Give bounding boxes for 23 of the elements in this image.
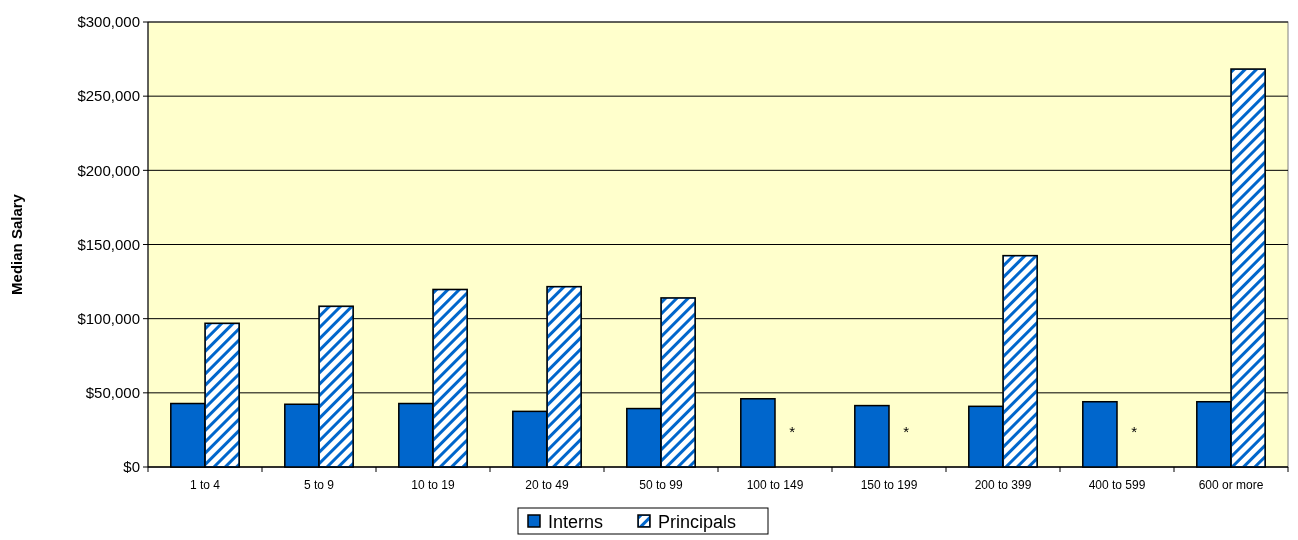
x-tick-label: 200 to 399: [974, 478, 1032, 492]
legend-label: Principals: [658, 512, 737, 533]
annotation: *: [1131, 423, 1138, 441]
annotation: *: [789, 423, 796, 441]
y-tick-label: $200,000: [77, 161, 140, 179]
x-tick-label: 5 to 9: [303, 478, 335, 492]
x-tick-label: 20 to 49: [525, 478, 570, 492]
x-tick-label: 50 to 99: [639, 478, 684, 492]
y-tick-label: $0: [123, 458, 140, 476]
x-tick-label: 100 to 149: [746, 478, 804, 492]
annotation: *: [903, 423, 910, 441]
y-tick-label: $50,000: [85, 384, 140, 402]
x-tick-label: 10 to 19: [411, 478, 456, 492]
y-tick-label: $150,000: [77, 235, 140, 253]
legend-label: Interns: [548, 512, 604, 533]
x-tick-label: 1 to 4: [189, 478, 221, 492]
x-tick-label: 400 to 599: [1088, 478, 1146, 492]
y-axis-title: Median Salary: [8, 193, 25, 295]
y-tick-label: $250,000: [77, 87, 140, 105]
x-tick-label: 150 to 199: [860, 478, 918, 492]
y-tick-label: $300,000: [77, 13, 140, 31]
x-tick-label: 600 or more: [1198, 478, 1264, 492]
y-tick-label: $100,000: [77, 309, 140, 327]
